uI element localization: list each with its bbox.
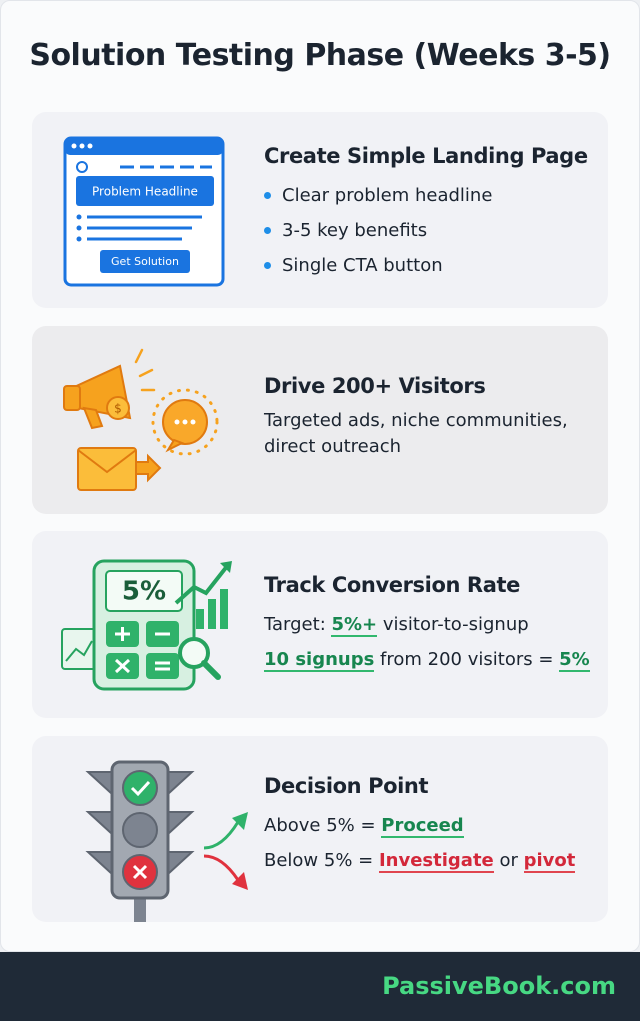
text-line: Below 5% = Investigate or pivot <box>264 843 598 878</box>
text-run: Above 5% = <box>264 815 382 836</box>
icon-screen: 5% <box>122 577 166 607</box>
card-title: Drive 200+ Visitors <box>264 374 486 398</box>
promotion-icon: $ <box>63 348 219 491</box>
description-line: Targeted ads, niche communities, <box>264 410 568 431</box>
highlight: 5%+ <box>331 614 378 637</box>
landing-page-icon: Problem Headline Get Solution <box>63 136 225 287</box>
text-line: Above 5% = Proceed <box>264 808 598 843</box>
card: Decision Point Above 5% = Proceed Below 5… <box>32 736 608 922</box>
description-line: direct outreach <box>264 436 402 457</box>
card-title: Track Conversion Rate <box>264 573 520 597</box>
calculator-icon: 5% <box>61 559 232 691</box>
text-run: from 200 visitors = <box>374 649 560 670</box>
text-run: Target: <box>264 614 332 635</box>
page-title: Solution Testing Phase (Weeks 3-5) <box>29 38 611 73</box>
card: 5% Track Conversion Rate Target: 5%+ vis… <box>32 531 608 718</box>
highlight: 10 signups <box>264 649 375 672</box>
footer-brand: PassiveBook.com <box>382 972 616 1000</box>
traffic-light-icon <box>85 760 248 922</box>
footer: PassiveBook.com <box>0 952 640 1021</box>
text-run: visitor-to-signup <box>377 614 529 635</box>
text-line: Target: 5%+ visitor-to-signup <box>264 607 598 642</box>
text-run: or <box>493 850 524 871</box>
bullet: 3-5 key benefits <box>264 213 598 248</box>
icon-button: Get Solution <box>111 255 179 268</box>
bullet: Single CTA button <box>264 248 598 283</box>
highlight: Proceed <box>381 815 464 838</box>
svg-text:$: $ <box>114 402 122 416</box>
text-line: 10 signups from 200 visitors = 5% <box>264 642 598 677</box>
highlight: 5% <box>559 649 590 672</box>
card-title: Create Simple Landing Page <box>264 144 588 168</box>
icon-headline: Problem Headline <box>92 185 198 199</box>
card: $ Drive 200+ Visitors Targeted ads, nich… <box>32 326 608 514</box>
highlight: pivot <box>523 850 576 873</box>
card: Problem Headline Get Solution Create Sim… <box>32 112 608 308</box>
rich-lines: Above 5% = Proceed Below 5% = Investigate… <box>264 808 598 878</box>
bullet-list: Clear problem headline 3-5 key benefits … <box>264 178 598 283</box>
highlight: Investigate <box>378 850 494 873</box>
rich-lines: Target: 5%+ visitor-to-signup 10 signups … <box>264 607 598 677</box>
card-title: Decision Point <box>264 774 429 798</box>
text-run: Below 5% = <box>264 850 379 871</box>
bullet: Clear problem headline <box>264 178 598 213</box>
